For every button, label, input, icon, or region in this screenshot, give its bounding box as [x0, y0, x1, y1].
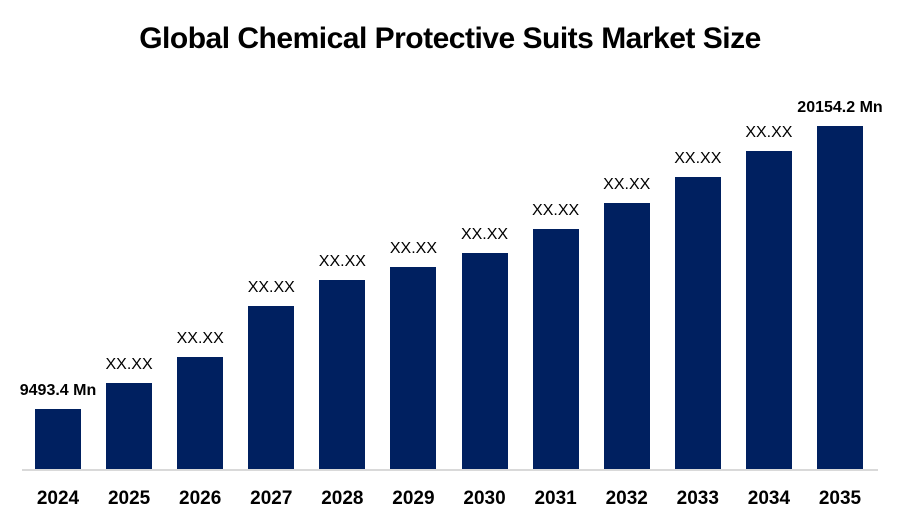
- x-tick-2032: 2032: [605, 488, 648, 509]
- x-tick-2029: 2029: [392, 488, 435, 509]
- bar-2030: [461, 253, 508, 470]
- data-label-2025: XX.XX: [105, 356, 153, 373]
- data-label-2034: XX.XX: [745, 124, 793, 141]
- data-label-2026: XX.XX: [176, 330, 224, 347]
- x-tick-2034: 2034: [747, 488, 791, 509]
- bar-2025: [106, 383, 153, 470]
- x-tick-2024: 2024: [36, 488, 80, 509]
- x-tick-2026: 2026: [179, 488, 222, 509]
- data-label-2027: XX.XX: [247, 279, 295, 296]
- data-label-2033: XX.XX: [674, 150, 722, 167]
- bar-2027: [248, 306, 295, 470]
- bar-2029: [390, 267, 437, 470]
- data-label-2030: XX.XX: [460, 226, 509, 243]
- x-axis-line: [22, 469, 878, 471]
- bar-2033: [674, 177, 721, 470]
- bar-2028: [319, 280, 366, 470]
- data-label-2035: 20154.2 Mn: [797, 99, 883, 116]
- data-label-2028: XX.XX: [318, 253, 366, 270]
- x-tick-2027: 2027: [250, 488, 293, 509]
- bar-2031: [532, 229, 579, 470]
- bar-2024: [35, 409, 81, 470]
- bar-2034: [745, 151, 792, 470]
- data-label-2029: XX.XX: [389, 240, 438, 257]
- chart-title: Global Chemical Protective Suits Market …: [139, 22, 761, 55]
- x-tick-2030: 2030: [463, 488, 506, 509]
- data-label-2024: 9493.4 Mn: [19, 382, 97, 399]
- x-tick-2028: 2028: [321, 488, 364, 509]
- data-label-2031: XX.XX: [532, 202, 580, 219]
- x-tick-2025: 2025: [107, 488, 151, 509]
- bar-2026: [177, 357, 224, 470]
- x-tick-2031: 2031: [534, 488, 577, 509]
- x-tick-2033: 2033: [676, 488, 719, 509]
- bar-2032: [603, 203, 650, 470]
- x-tick-2035: 2035: [818, 488, 862, 509]
- bar-2035: [816, 126, 863, 470]
- data-label-2032: XX.XX: [603, 176, 651, 193]
